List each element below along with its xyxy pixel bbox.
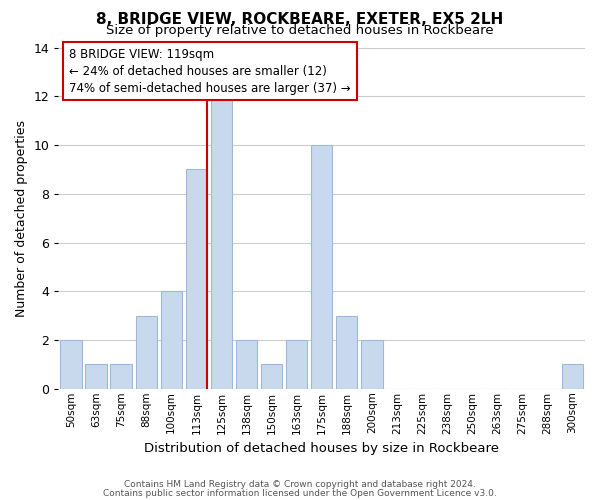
Bar (211, 96, 232, 389)
Bar (361, 340, 383, 389)
Bar (562, 364, 583, 389)
Bar (286, 340, 307, 389)
Bar (336, 316, 358, 389)
Text: 8 BRIDGE VIEW: 119sqm
← 24% of detached houses are smaller (12)
74% of semi-deta: 8 BRIDGE VIEW: 119sqm ← 24% of detached … (69, 48, 350, 94)
Text: Contains public sector information licensed under the Open Government Licence v3: Contains public sector information licen… (103, 489, 497, 498)
Text: 8, BRIDGE VIEW, ROCKBEARE, EXETER, EX5 2LH: 8, BRIDGE VIEW, ROCKBEARE, EXETER, EX5 2… (97, 12, 503, 26)
Bar (261, 364, 282, 389)
Bar (110, 364, 132, 389)
Text: Contains HM Land Registry data © Crown copyright and database right 2024.: Contains HM Land Registry data © Crown c… (124, 480, 476, 489)
Bar (236, 340, 257, 389)
Bar (311, 145, 332, 389)
Y-axis label: Number of detached properties: Number of detached properties (15, 120, 28, 316)
X-axis label: Distribution of detached houses by size in Rockbeare: Distribution of detached houses by size … (144, 442, 499, 455)
Bar (161, 292, 182, 389)
Bar (136, 316, 157, 389)
Bar (186, 170, 207, 389)
Text: Size of property relative to detached houses in Rockbeare: Size of property relative to detached ho… (106, 24, 494, 37)
Bar (61, 340, 82, 389)
Bar (85, 364, 107, 389)
